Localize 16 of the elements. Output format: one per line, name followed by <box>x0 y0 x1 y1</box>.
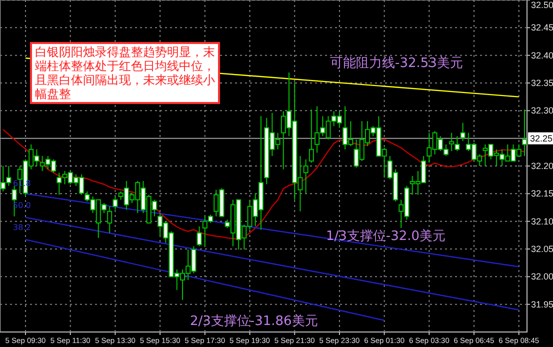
annotation: 可能阻力线-32.53美元 <box>330 55 463 71</box>
y-tick-label: 32.10 <box>531 216 553 226</box>
y-tick-label: 32.20 <box>531 161 553 171</box>
y-tick-label: 31.95 <box>531 299 553 310</box>
y-tick-label: 32.45 <box>531 22 553 33</box>
y-tick-label: 32.30 <box>531 106 553 116</box>
ref-line-label: 32.25 <box>530 133 553 144</box>
y-tick-label: 32.35 <box>531 78 553 88</box>
y-tick-label: 32.15 <box>531 188 553 199</box>
annotation: 白银阴阳烛录得盘整趋势明显，末端柱体整体处于红色日均线中位，且黑白体间隔出现，未来或继续小幅盘整 <box>30 42 220 104</box>
y-tick-label: 32.40 <box>531 50 553 60</box>
y-tick-label: 32.00 <box>531 272 553 282</box>
annotation: 2/3支撑位-31.86美元 <box>190 313 318 329</box>
y-tick-label: 32.05 <box>531 244 553 254</box>
y-tick-label: 32.50 <box>531 0 553 10</box>
annotation: 38.2 <box>13 223 31 232</box>
